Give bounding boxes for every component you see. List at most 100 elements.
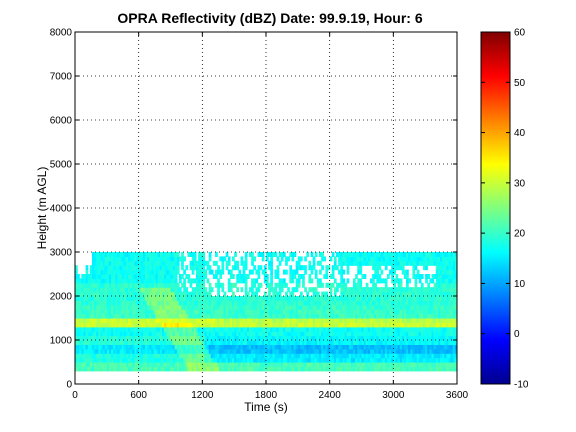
heatmap-cell [162,256,165,262]
heatmap-cell [454,278,457,284]
heatmap-cell [151,326,155,332]
heatmap-cell [336,282,339,288]
heatmap-cell [204,296,208,301]
colorbar-tick-label: 40 [514,128,526,139]
heatmap-cell [386,331,390,337]
heatmap-cell [117,287,121,293]
heatmap-cell [102,296,106,301]
heatmap-cell [215,322,218,328]
heatmap-cell [346,322,350,328]
heatmap-cell [198,265,201,271]
heatmap-cell [242,296,246,301]
heatmap-cell [111,304,114,310]
heatmap-cell [412,269,416,275]
heatmap-cell [75,344,78,350]
heatmap-cell [323,340,327,345]
heatmap-cell [115,287,119,293]
heatmap-cell [215,309,218,315]
heatmap-cell [246,348,250,354]
heatmap-cell [102,304,106,310]
heatmap-cell [227,309,231,315]
heatmap-cell [344,335,348,341]
heatmap-cell [119,309,123,315]
heatmap-cell [98,296,102,301]
heatmap-cell [187,357,191,363]
heatmap-cell [164,274,167,279]
heatmap-cell [259,353,263,359]
heatmap-cell [448,304,452,310]
heatmap-cell [185,322,189,328]
heatmap-cell [115,344,119,350]
heatmap-cell [338,282,341,288]
heatmap-cell [423,313,426,319]
heatmap-cell [450,340,454,345]
heatmap-cell [374,313,377,319]
heatmap-cell [295,322,299,328]
heatmap-cell [202,366,206,372]
heatmap-cell [437,282,441,288]
heatmap-cell [263,269,267,275]
y-tick-label: 7000 [50,72,73,83]
heatmap-cell [164,309,167,315]
heatmap-cell [217,309,220,315]
heatmap-cell [420,322,424,328]
heatmap-cell [355,348,358,354]
heatmap-cell [189,344,193,350]
heatmap-cell [338,256,341,262]
heatmap-cell [410,304,414,310]
heatmap-cell [219,326,223,332]
heatmap-cell [369,278,373,284]
heatmap-cell [174,269,178,275]
heatmap-cell [170,291,174,297]
heatmap-cell [159,340,163,345]
heatmap-cell [113,340,116,345]
heatmap-cell [125,318,129,323]
heatmap-cell [123,282,127,288]
heatmap-cell [450,304,454,310]
heatmap-cell [176,340,180,345]
heatmap-cell [450,309,454,315]
heatmap-cell [270,296,273,301]
heatmap-cell [435,282,439,288]
heatmap-cell [176,256,180,262]
heatmap-cell [221,300,225,306]
heatmap-cell [346,269,350,275]
heatmap-cell [397,300,401,306]
heatmap-cell [410,366,414,372]
heatmap-cell [423,300,426,306]
heatmap-cell [410,340,414,345]
heatmap-cell [433,282,437,288]
heatmap-cell [227,260,231,266]
heatmap-cell [193,304,197,310]
heatmap-cell [164,300,167,306]
heatmap-cell [304,357,307,363]
heatmap-cell [142,340,146,345]
heatmap-cell [357,353,360,359]
heatmap-cell [242,353,246,359]
heatmap-cell [263,353,267,359]
heatmap-cell [232,318,235,323]
heatmap-cell [193,300,197,306]
heatmap-cell [81,291,85,297]
heatmap-cell [297,309,301,315]
heatmap-cell [94,326,97,332]
heatmap-cell [297,265,301,271]
heatmap-cell [195,296,199,301]
heatmap-cell [306,331,310,337]
heatmap-cell [321,265,324,271]
heatmap-cell [111,335,114,341]
heatmap-cell [340,331,343,337]
heatmap-cell [346,326,350,332]
heatmap-cell [393,362,397,367]
heatmap-cell [162,300,165,306]
heatmap-cell [91,322,95,328]
heatmap-cell [174,309,178,315]
heatmap-cell [416,318,420,323]
heatmap-cell [210,344,214,350]
heatmap-cell [319,362,322,367]
heatmap-cell [166,318,169,323]
heatmap-cell [136,291,140,297]
heatmap-cell [261,366,265,372]
heatmap-cell [278,353,282,359]
heatmap-cell [433,252,437,257]
